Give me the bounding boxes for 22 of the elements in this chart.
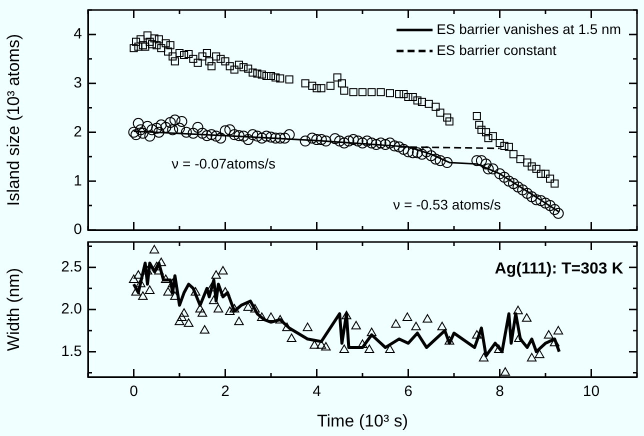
x-tick-label: 10 [582, 383, 600, 400]
y-tick-label: 2 [74, 123, 82, 140]
y-tick-label: 3 [74, 74, 82, 92]
x-axis-title: Time (10³ s) [317, 411, 408, 430]
x-tick-label: 6 [404, 383, 412, 400]
annotation: ν = -0.07atoms/s [172, 155, 276, 172]
legend-label: ES barrier vanishes at 1.5 nm [436, 20, 621, 37]
annotation: Ag(111): T=303 K [494, 260, 624, 278]
legend-label: ES barrier constant [436, 42, 557, 58]
y-tick-label: 2.5 [61, 258, 82, 276]
x-tick-label: 8 [496, 383, 504, 400]
y-tick-label: 4 [74, 26, 82, 43]
y-axis-title: Island size (10³ atoms) [4, 34, 23, 206]
y-tick-label: 2.0 [61, 300, 82, 318]
y-tick-label: 1 [74, 172, 82, 190]
x-tick-label: 0 [130, 383, 138, 400]
annotation: ν = -0.53 atoms/s [393, 196, 501, 212]
y-tick-label: 0 [74, 221, 82, 238]
x-tick-label: 2 [221, 383, 230, 400]
y-tick-label: 1.5 [61, 342, 82, 360]
x-tick-label: 4 [312, 383, 321, 400]
y-axis-title: Width (nm) [4, 268, 23, 352]
